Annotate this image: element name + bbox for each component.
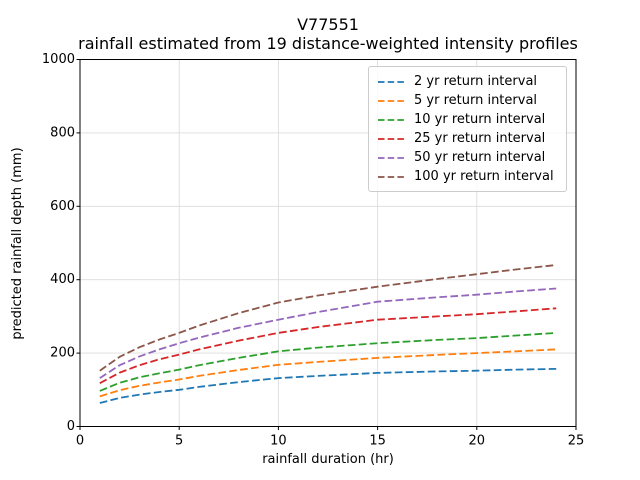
legend-line-sample [378, 156, 406, 159]
y-tick-label: 200 [50, 346, 75, 361]
legend-label: 2 yr return interval [414, 74, 538, 89]
legend: 2 yr return interval 5 yr return interval… [368, 66, 567, 192]
legend-label: 10 yr return interval [414, 112, 546, 127]
y-tick-label: 600 [50, 199, 75, 214]
series-line-5yr [99, 348, 557, 398]
legend-entry: 2 yr return interval [378, 72, 566, 91]
legend-entry: 5 yr return interval [378, 91, 566, 110]
series-line-100yr [99, 264, 557, 372]
x-axis-label: rainfall duration (hr) [262, 452, 394, 467]
legend-line-sample [378, 137, 406, 140]
chart-title: V77551 [297, 15, 359, 34]
x-tick-label: 10 [270, 434, 287, 449]
legend-label: 5 yr return interval [414, 93, 538, 108]
legend-line-sample [378, 80, 406, 83]
y-tick-label: 0 [67, 419, 75, 434]
legend-entry: 10 yr return interval [378, 110, 566, 129]
legend-line-sample [378, 118, 406, 121]
series-line-10yr [99, 332, 557, 392]
legend-label: 100 yr return interval [414, 169, 554, 184]
legend-label: 25 yr return interval [414, 131, 546, 146]
series-line-50yr [99, 287, 557, 379]
x-tick-label: 20 [469, 434, 486, 449]
series-line-25yr [99, 307, 557, 384]
x-tick-label: 5 [175, 434, 183, 449]
x-tick-label: 25 [568, 434, 585, 449]
legend-entry: 100 yr return interval [378, 167, 566, 186]
legend-entry: 25 yr return interval [378, 129, 566, 148]
y-tick-label: 800 [50, 125, 75, 140]
x-tick-label: 0 [76, 434, 84, 449]
x-tick-label: 15 [369, 434, 386, 449]
y-axis-label: predicted rainfall depth (mm) [10, 147, 25, 340]
legend-label: 50 yr return interval [414, 150, 546, 165]
chart-subtitle: rainfall estimated from 19 distance-weig… [78, 34, 578, 53]
legend-entry: 50 yr return interval [378, 148, 566, 167]
y-tick-label: 1000 [42, 52, 75, 67]
legend-line-sample [378, 175, 406, 178]
series-line-2yr [99, 368, 557, 404]
legend-line-sample [378, 99, 406, 102]
y-tick-label: 400 [50, 272, 75, 287]
axes-spines [79, 59, 577, 427]
